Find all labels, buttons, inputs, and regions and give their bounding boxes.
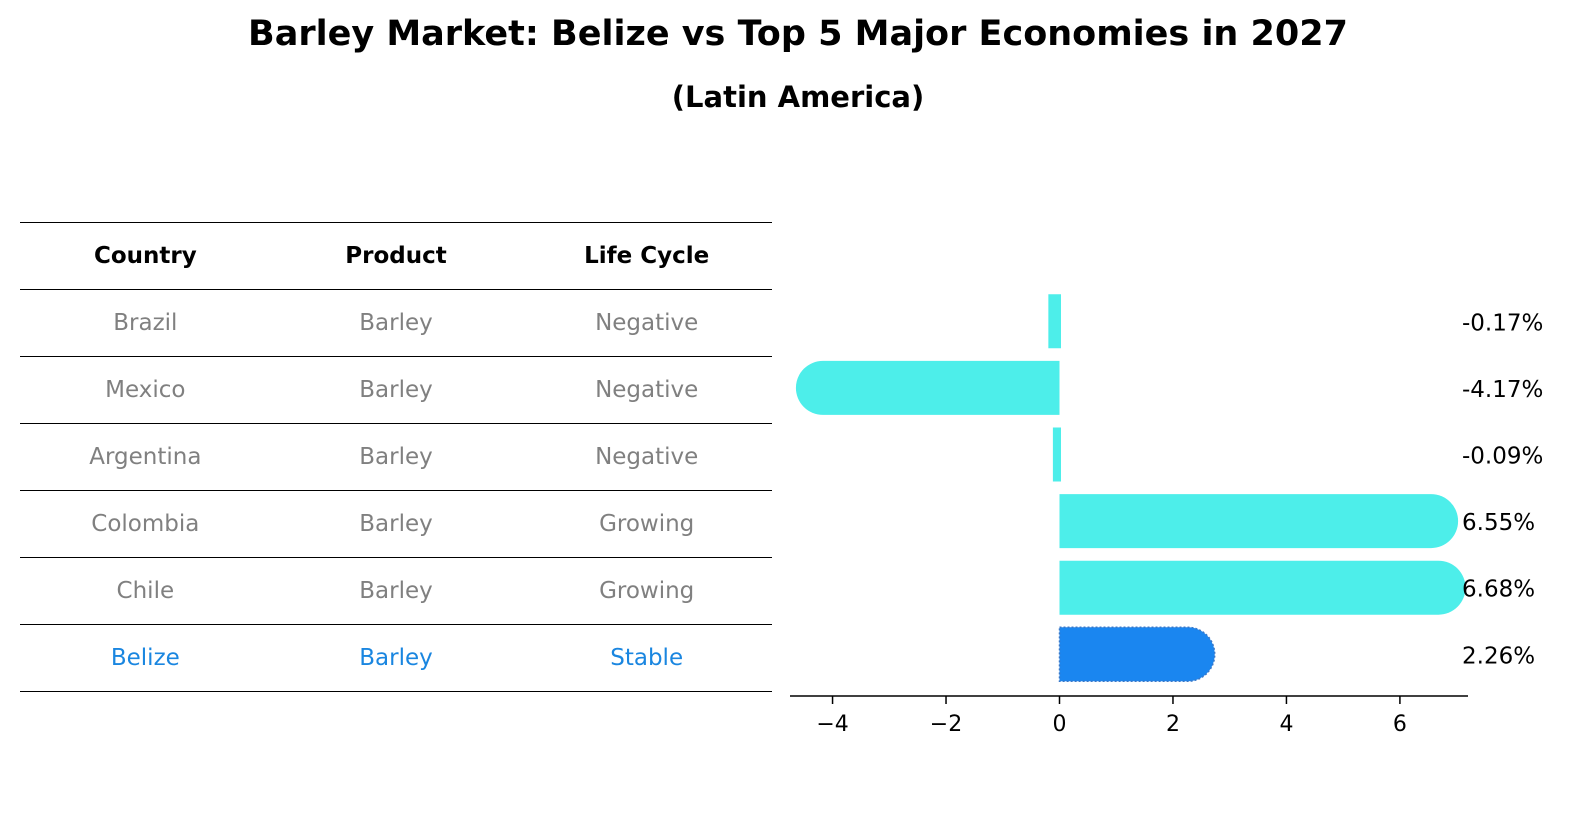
cell-product: Barley xyxy=(359,444,433,470)
chart-title: Barley Market: Belize vs Top 5 Major Eco… xyxy=(248,14,1348,54)
bar xyxy=(1048,294,1061,349)
data-table: Country Product Life Cycle Brazil Barley… xyxy=(20,222,772,692)
data-label: -0.17% xyxy=(1462,310,1543,336)
cell-country: Belize xyxy=(110,645,180,671)
bar xyxy=(1059,560,1466,615)
x-tick-label: −4 xyxy=(816,712,848,737)
cell-product: Barley xyxy=(359,578,433,604)
x-tick-label: 2 xyxy=(1166,712,1180,737)
data-label: 6.55% xyxy=(1462,510,1535,536)
cell-country: Brazil xyxy=(113,310,178,336)
cell-product: Barley xyxy=(359,645,433,671)
data-label: -0.09% xyxy=(1462,444,1543,470)
table-row: Chile Barley Growing xyxy=(20,558,772,625)
bar xyxy=(1052,427,1061,482)
header-life-cycle: Life Cycle xyxy=(584,243,710,269)
bar xyxy=(1059,494,1459,549)
header-product: Product xyxy=(345,243,447,269)
data-label: 2.26% xyxy=(1462,643,1535,669)
data-label: 6.68% xyxy=(1462,577,1535,603)
cell-country: Chile xyxy=(116,578,175,604)
cell-life-cycle: Growing xyxy=(599,511,695,537)
x-tick-label: −2 xyxy=(930,712,962,737)
cell-country: Argentina xyxy=(89,444,202,470)
table-row: Mexico Barley Negative xyxy=(20,357,772,424)
cell-life-cycle: Growing xyxy=(599,578,695,604)
cell-country: Mexico xyxy=(105,377,186,403)
cell-life-cycle: Negative xyxy=(595,377,699,403)
x-tick-label: 0 xyxy=(1052,712,1066,737)
x-tick-label: 6 xyxy=(1393,712,1407,737)
cell-life-cycle: Negative xyxy=(595,444,699,470)
x-tick-label: 4 xyxy=(1279,712,1293,737)
table-row: Colombia Barley Growing xyxy=(20,491,772,558)
table-header-row: Country Product Life Cycle xyxy=(20,223,772,290)
cell-country: Colombia xyxy=(91,511,200,537)
data-label: -4.17% xyxy=(1462,377,1543,403)
chart-subtitle: (Latin America) xyxy=(671,80,925,114)
header-country: Country xyxy=(93,243,197,269)
table-row: Brazil Barley Negative xyxy=(20,290,772,357)
cell-product: Barley xyxy=(359,377,433,403)
bar xyxy=(795,360,1060,415)
table-row: Belize Barley Stable xyxy=(20,625,772,692)
table-row: Argentina Barley Negative xyxy=(20,424,772,491)
cell-life-cycle: Negative xyxy=(595,310,699,336)
cell-product: Barley xyxy=(359,511,433,537)
cell-product: Barley xyxy=(359,310,433,336)
bar xyxy=(1058,626,1216,683)
cell-life-cycle: Stable xyxy=(610,645,684,671)
